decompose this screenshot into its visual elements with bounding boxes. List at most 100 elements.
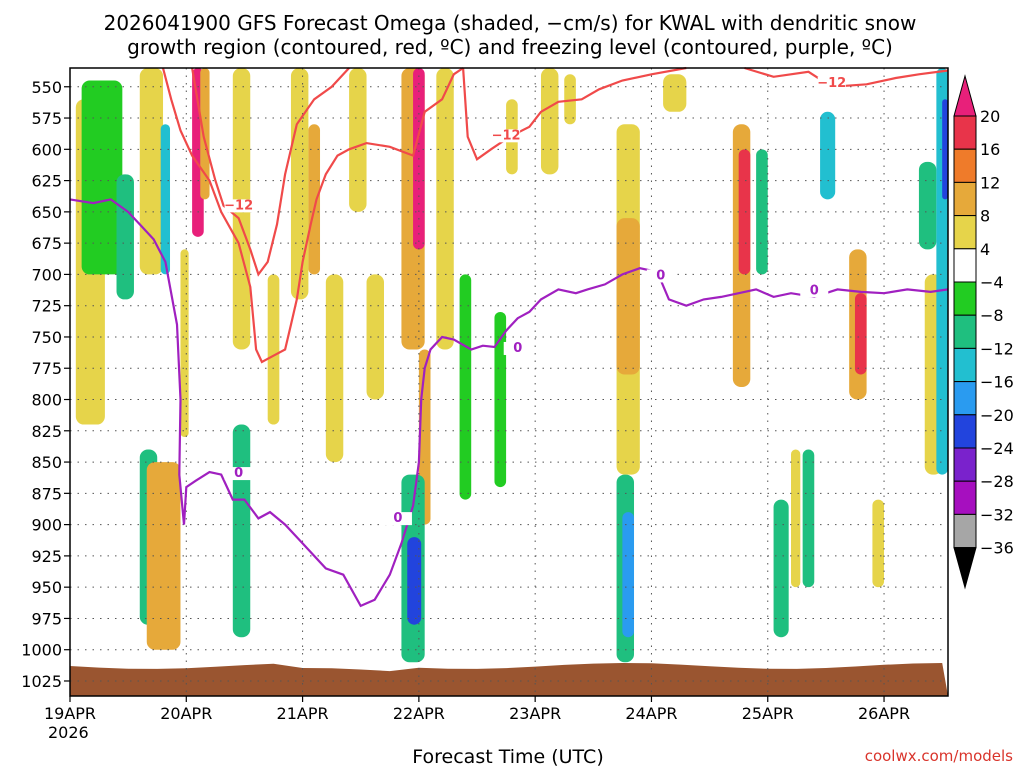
omega-cell-40	[820, 111, 836, 200]
omega-cell-44	[918, 161, 937, 250]
xtick-label-19APR: 19APR	[44, 704, 96, 723]
colorbar-top-arrow	[953, 74, 977, 117]
omega-cell-1	[81, 80, 123, 275]
colorbar-label-13: −36	[980, 539, 1014, 558]
colorbar-label-8: −16	[980, 373, 1014, 392]
colorbar-swatch-8	[953, 381, 977, 416]
freezing-label-5-bg	[800, 284, 829, 298]
colorbar-label-10: −24	[980, 439, 1014, 458]
ytick-label-725: 725	[31, 297, 62, 316]
omega-cell-14	[308, 124, 321, 275]
colorbar-label-3: 8	[980, 207, 990, 226]
omega-cell-37	[773, 499, 789, 638]
colorbar-label-4: 4	[980, 240, 990, 259]
dgz-contour-upper	[462, 66, 687, 162]
freezing-label-2-bg	[383, 512, 412, 526]
dgz-label-2-bg	[492, 129, 521, 143]
omega-cell-23	[436, 68, 454, 350]
x-start-year: 2026	[48, 723, 89, 742]
dgz-label-3: −12	[817, 76, 846, 91]
x-axis-label: Forecast Time (UTC)	[412, 746, 603, 768]
omega-cell-9	[200, 68, 210, 200]
colorbar-swatch-7	[953, 347, 977, 383]
freezing-level-contour	[69, 198, 949, 608]
omega-cell-33	[663, 74, 687, 112]
freezing-label-4-bg	[646, 269, 675, 283]
xtick-label-24APR: 24APR	[625, 704, 677, 723]
omega-cell-43	[872, 499, 885, 588]
dgz-label-3-bg	[817, 76, 846, 90]
colorbar-label-9: −20	[980, 406, 1014, 425]
freezing-label-5: 0	[810, 283, 819, 298]
colorbar-label-2: 12	[980, 173, 1000, 192]
dgz-label-1: −12	[224, 198, 253, 213]
omega-cell-7	[180, 249, 189, 438]
colorbar-label-5: −4	[980, 273, 1004, 292]
omega-cell-47	[942, 99, 948, 200]
colorbar: 20 16 12 8 4 −4 −8 −12 −16 −20 −24 −28 −32 −36	[953, 74, 1014, 590]
colorbar-swatch-4	[953, 248, 977, 283]
contours: −12 −12 −12 0 0 0 0 0	[69, 66, 949, 608]
dgz-contour-inner	[191, 67, 350, 277]
xtick-label-20APR: 20APR	[160, 704, 212, 723]
omega-cell-39	[791, 449, 801, 588]
colorbar-swatch-0	[953, 115, 977, 150]
omega-cell-24	[459, 274, 472, 500]
ytick-label-675: 675	[31, 234, 62, 253]
omega-cell-15	[325, 274, 344, 463]
ytick-label-800: 800	[31, 391, 62, 410]
colorbar-swatch-10	[953, 447, 977, 482]
colorbar-swatch-1	[953, 148, 977, 183]
colorbar-label-0: 20	[980, 107, 1000, 126]
colorbar-label-1: 16	[980, 140, 1000, 159]
colorbar-bottom-arrow	[953, 547, 977, 590]
colorbar-swatch-11	[953, 480, 977, 515]
ytick-label-550: 550	[31, 78, 62, 97]
omega-cell-13	[290, 68, 309, 300]
ytick-label-575: 575	[31, 109, 62, 128]
ytick-label-850: 850	[31, 453, 62, 472]
omega-cell-27	[540, 68, 559, 175]
colorbar-label-6: −8	[980, 306, 1004, 325]
dgz-contour-top	[744, 66, 949, 88]
x-axis-ticks: 19APR 20APR 21APR 22APR 23APR 24APR 25APR 26APR	[44, 696, 910, 723]
omega-cell-12	[267, 274, 280, 425]
omega-cell-16	[349, 68, 367, 212]
ytick-label-950: 950	[31, 578, 62, 597]
omega-cell-4	[139, 68, 164, 275]
xtick-label-22APR: 22APR	[393, 704, 445, 723]
dgz-label-1-bg	[224, 199, 253, 213]
omega-cell-25	[494, 311, 507, 488]
ytick-label-700: 700	[31, 265, 62, 284]
ytick-label-775: 775	[31, 359, 62, 378]
ytick-label-1025: 1025	[21, 672, 62, 691]
terrain-fill	[70, 663, 948, 696]
xtick-label-23APR: 23APR	[509, 704, 561, 723]
omega-cell-11	[232, 424, 251, 638]
omega-cell-2	[116, 174, 134, 300]
ytick-label-975: 975	[31, 609, 62, 628]
omega-cell-35	[738, 149, 751, 275]
colorbar-swatch-6	[953, 314, 977, 349]
colorbar-label-11: −28	[980, 472, 1014, 491]
ytick-label-625: 625	[31, 172, 62, 191]
ytick-label-750: 750	[31, 328, 62, 347]
terrain-shape	[70, 663, 948, 696]
freezing-label-2: 0	[393, 511, 402, 526]
colorbar-label-12: −32	[980, 505, 1014, 524]
xtick-label-26APR: 26APR	[858, 704, 910, 723]
colorbar-swatch-5	[953, 281, 977, 316]
ytick-label-875: 875	[31, 484, 62, 503]
freezing-label-1: 0	[234, 466, 243, 481]
omega-cell-17	[366, 274, 384, 400]
ytick-label-1000: 1000	[21, 641, 62, 660]
omega-cell-22	[407, 537, 422, 625]
omega-cell-42	[854, 293, 867, 375]
omega-cell-31	[622, 512, 635, 638]
omega-cell-6	[146, 462, 181, 650]
freezing-label-4: 0	[656, 268, 665, 283]
colorbar-swatch-2	[953, 181, 977, 217]
ytick-label-600: 600	[31, 140, 62, 159]
colorbar-swatch-12	[953, 513, 977, 549]
